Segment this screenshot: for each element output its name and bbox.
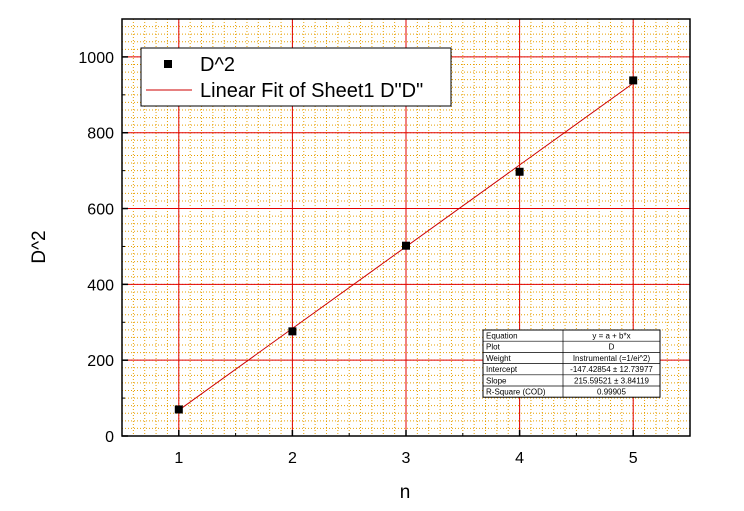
y-tick-label: 200 — [87, 353, 114, 370]
y-tick-label: 400 — [87, 277, 114, 294]
tick-labels: 1 2 3 4 5 0 200 400 600 800 1000 — [78, 50, 637, 467]
y-axis-title: D^2 — [29, 230, 50, 263]
data-points-layer — [174, 76, 638, 414]
legend: D^2 Linear Fit of Sheet1 D"D" — [140, 47, 452, 107]
fit-table-value: D — [609, 343, 615, 352]
legend-marker-square — [164, 60, 172, 68]
x-tick-label: 5 — [629, 450, 638, 467]
fit-table-key: Intercept — [486, 365, 518, 374]
y-tick-label: 600 — [87, 202, 114, 219]
legend-label-fit: Linear Fit of Sheet1 D"D" — [200, 80, 423, 102]
fit-table-key: R-Square (COD) — [486, 388, 546, 397]
fit-table-value: y = a + b*x — [592, 332, 630, 341]
fit-table-key: Slope — [486, 376, 507, 385]
y-tick-label: 1000 — [78, 50, 114, 67]
y-tick-label: 0 — [105, 429, 114, 446]
y-tick-label: 800 — [87, 126, 114, 143]
axis-ticks — [121, 56, 691, 437]
x-axis-title: n — [400, 482, 411, 503]
fit-table-value: 215.59521 ± 3.84119 — [574, 376, 650, 385]
x-tick-label: 1 — [174, 450, 183, 467]
fit-table-key: Equation — [486, 332, 518, 341]
fit-table-value: Instrumental (=1/ei^2) — [573, 354, 651, 363]
data-point — [402, 241, 410, 250]
fit-table-key: Plot — [486, 343, 501, 352]
x-tick-label: 3 — [402, 450, 411, 467]
fit-table-key: Weight — [486, 354, 512, 363]
legend-label-points: D^2 — [200, 54, 235, 76]
x-tick-label: 4 — [515, 450, 524, 467]
fit-table-value: 0.99905 — [597, 388, 626, 397]
data-point — [174, 405, 183, 414]
data-point — [515, 167, 524, 176]
x-tick-label: 2 — [288, 450, 297, 467]
data-point — [629, 76, 638, 85]
legend-box — [140, 47, 452, 107]
fit-table-value: -147.42854 ± 12.73977 — [570, 365, 653, 374]
fit-statistics-table: Equation y = a + b*x Plot D Weight Instrument… — [482, 329, 661, 398]
data-point — [288, 327, 297, 336]
